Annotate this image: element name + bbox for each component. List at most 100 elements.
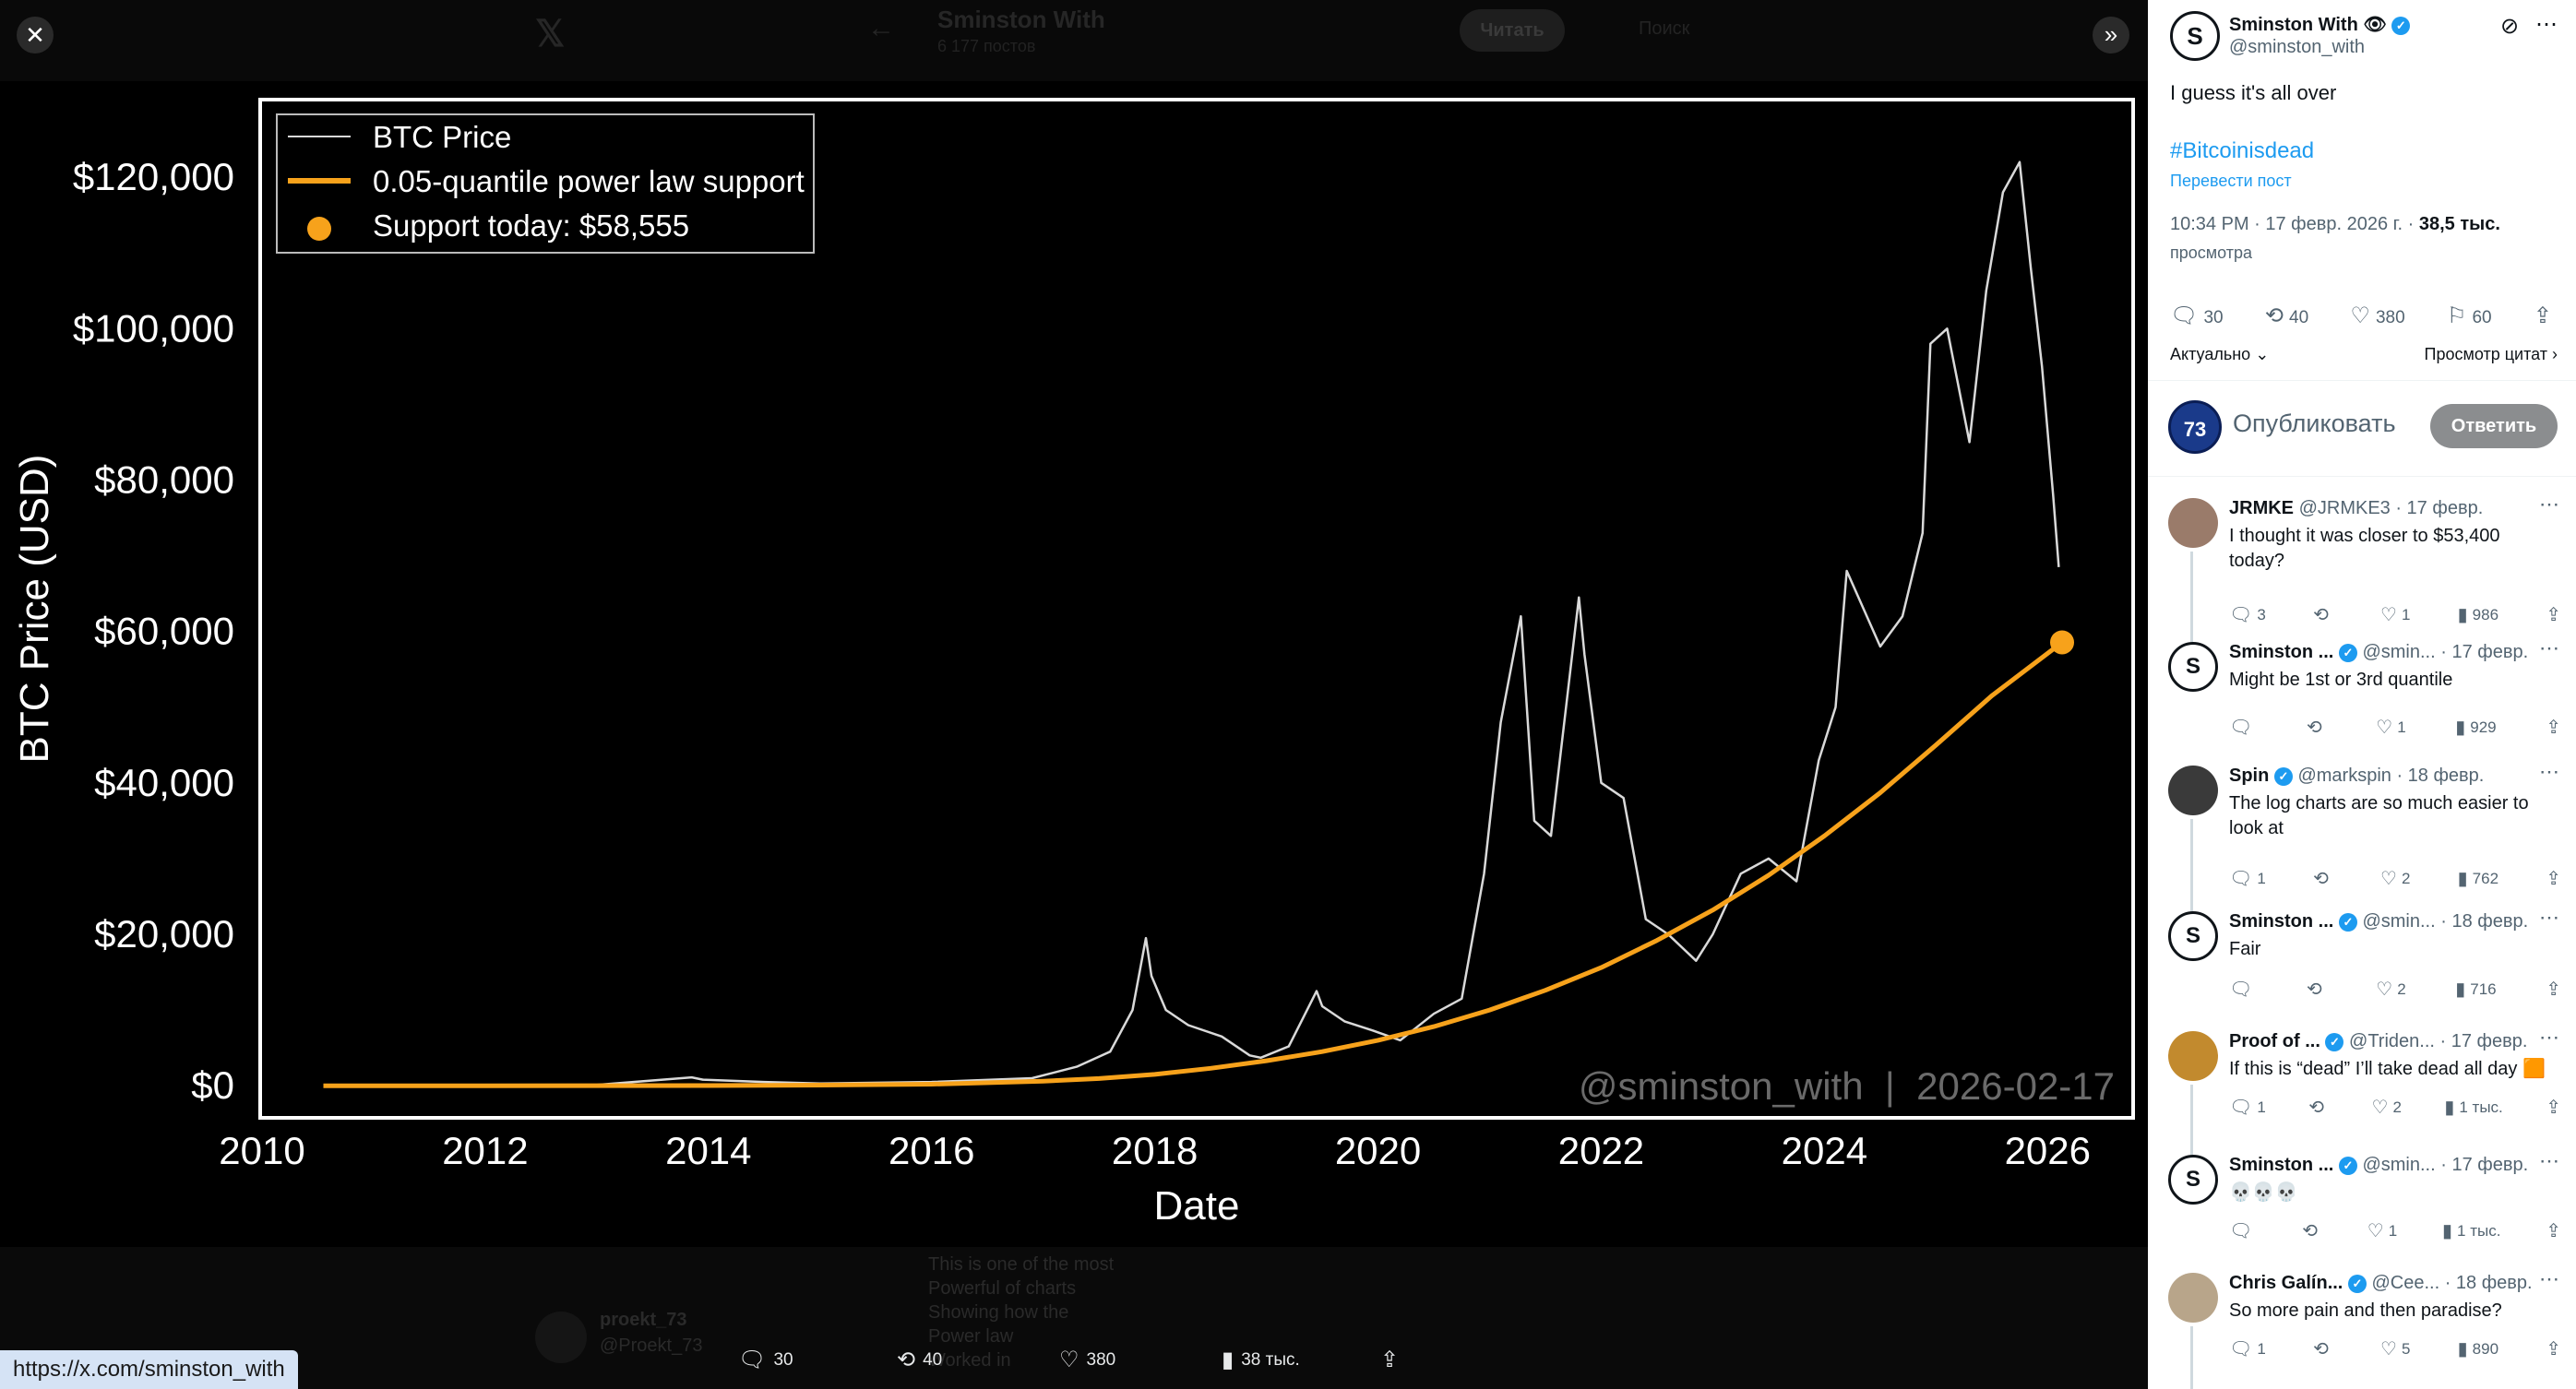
reply-header: JRMKE @JRMKE3 · 17 февр. [2229, 498, 2483, 519]
grok-icon[interactable]: ⊘ [2500, 14, 2520, 39]
post-repost-button[interactable]: ⟲ 40 [2265, 303, 2308, 329]
reply-reply-button[interactable]: 🗨 [2229, 716, 2257, 739]
more-options-icon[interactable]: ⋯ [2539, 906, 2559, 929]
reply-author-avatar[interactable] [2168, 642, 2218, 692]
reply-action-bar: 🗨 3 ⟲ ♡ 1 ▮ 986 ⇪ [2229, 603, 2561, 626]
author-avatar[interactable] [2170, 11, 2220, 61]
reply-repost-button[interactable]: ⟲ [2307, 978, 2327, 1001]
viewer-like-action[interactable]: ♡ 380 [1059, 1347, 1115, 1373]
viewer-reply-action[interactable]: 🗨 30 [738, 1347, 793, 1373]
reply-author-name[interactable]: Chris Galín... [2229, 1273, 2343, 1293]
reply-like-button[interactable]: ♡ 2 [2376, 978, 2405, 1001]
view-quotes-link[interactable]: Просмотр цитат › [2425, 345, 2558, 364]
reply-share-button[interactable]: ⇪ [2546, 1096, 2561, 1119]
reply-reply-button[interactable]: 🗨 [2229, 978, 2257, 1001]
post-author-name[interactable]: Sminston With 👁 ✓ [2229, 13, 2411, 36]
more-options-icon[interactable]: ⋯ [2539, 493, 2559, 516]
reply-author-name[interactable]: Sminston ... [2229, 642, 2334, 662]
reply-share-button[interactable]: ⇪ [2546, 603, 2561, 626]
reply-author-name[interactable]: Spin [2229, 766, 2270, 786]
reply-author-name[interactable]: Proof of ... [2229, 1031, 2320, 1051]
background-profile-name: Sminston With [937, 6, 1105, 33]
reply-views-button[interactable]: ▮ 1 тыс. [2444, 1096, 2502, 1119]
post-like-button[interactable]: ♡ 380 [2350, 303, 2404, 329]
collapse-panel-button[interactable]: » [2093, 17, 2129, 53]
reply-reply-button[interactable]: 🗨 1 [2229, 1337, 2266, 1360]
more-options-icon[interactable]: ⋯ [2535, 12, 2558, 37]
reply-repost-button[interactable]: ⟲ [2313, 867, 2333, 890]
reply-repost-button[interactable]: ⟲ [2308, 1096, 2329, 1119]
reply-author-avatar[interactable] [2168, 1273, 2218, 1323]
reply-share-button[interactable]: ⇪ [2546, 1219, 2561, 1242]
thread-panel: Sminston With 👁 ✓ @sminston_with ⊘ ⋯ I g… [2148, 0, 2576, 1389]
reply-views-button[interactable]: ▮ 890 [2458, 1337, 2498, 1360]
more-options-icon[interactable]: ⋯ [2539, 1149, 2559, 1172]
reply-repost-button[interactable]: ⟲ [2313, 603, 2333, 626]
more-options-icon[interactable]: ⋯ [2539, 760, 2559, 783]
heart-icon: ♡ [2376, 718, 2393, 738]
reply-handle-date: @smin... · 17 февр. [2362, 1155, 2529, 1175]
viewer-repost-action[interactable]: ⟲ 40 [897, 1347, 942, 1373]
reply-like-button[interactable]: ♡ 2 [2372, 1096, 2402, 1119]
sort-dropdown[interactable]: Актуально ⌄ [2170, 345, 2269, 364]
reply-author-avatar[interactable] [2168, 498, 2218, 548]
reply-input[interactable]: Опубликовать [2233, 410, 2396, 437]
post-hashtag-link[interactable]: #Bitcoinisdead [2170, 138, 2315, 163]
more-options-icon[interactable]: ⋯ [2539, 1026, 2559, 1049]
post-bookmark-button[interactable]: ⚐ 60 [2447, 303, 2492, 329]
more-options-icon[interactable]: ⋯ [2539, 1267, 2559, 1290]
share-icon: ⇪ [2546, 1339, 2561, 1359]
heart-icon: ♡ [2350, 303, 2370, 328]
reply-views-button[interactable]: ▮ 986 [2458, 603, 2498, 626]
reply-views-button[interactable]: ▮ 929 [2455, 716, 2496, 739]
reply-share-button[interactable]: ⇪ [2546, 1337, 2561, 1360]
reply-like-button[interactable]: ♡ 1 [2376, 716, 2405, 739]
reply-share-button[interactable]: ⇪ [2546, 716, 2561, 739]
reply-author-avatar[interactable] [2168, 1155, 2218, 1205]
more-options-icon[interactable]: ⋯ [2539, 636, 2559, 659]
verified-badge-icon: ✓ [2338, 643, 2357, 662]
reply-reply-button[interactable]: 🗨 1 [2229, 1096, 2266, 1119]
reply-reply-button[interactable]: 🗨 1 [2229, 867, 2266, 890]
reply-views-button[interactable]: ▮ 716 [2455, 978, 2496, 1001]
reply-author-name[interactable]: Sminston ... [2229, 911, 2334, 932]
y-tick-label: $20,000 [94, 912, 234, 956]
reply-author-avatar[interactable] [2168, 1031, 2218, 1081]
plot-area [323, 160, 2075, 1088]
reply-author-avatar[interactable] [2168, 766, 2218, 815]
reply-views-button[interactable]: ▮ 762 [2458, 867, 2498, 890]
post-reply-button[interactable]: 🗨 30 [2170, 303, 2224, 329]
reply-like-button[interactable]: ♡ 1 [2367, 1219, 2397, 1242]
reply-submit-button[interactable]: Ответить [2430, 404, 2558, 448]
post-share-button[interactable]: ⇪ [2534, 303, 2558, 329]
reply-view-count: 1 тыс. [2459, 1098, 2503, 1116]
reply-author-avatar[interactable] [2168, 911, 2218, 961]
reply-author-name[interactable]: Sminston ... [2229, 1155, 2334, 1175]
reply-like-button[interactable]: ♡ 2 [2380, 867, 2410, 890]
viewer-bottom-bar: proekt_73 @Proekt_73 This is one of the … [0, 1247, 2148, 1389]
chevron-right-icon: › [2552, 345, 2558, 363]
reply-like-button[interactable]: ♡ 5 [2380, 1337, 2410, 1360]
share-icon: ⇪ [2546, 869, 2561, 889]
viewer-share-action[interactable]: ⇪ [1380, 1347, 1399, 1373]
reply-reply-button[interactable]: 🗨 [2229, 1219, 2257, 1242]
post-bookmark-count: 60 [2472, 308, 2492, 327]
post-author-handle[interactable]: @sminston_with [2229, 37, 2366, 57]
reply-repost-button[interactable]: ⟲ [2302, 1219, 2322, 1242]
viewer-views-action[interactable]: ▮ 38 тыс. [1222, 1347, 1300, 1373]
reply-share-button[interactable]: ⇪ [2546, 978, 2561, 1001]
reply-repost-button[interactable]: ⟲ [2307, 716, 2327, 739]
reply-views-button[interactable]: ▮ 1 тыс. [2442, 1219, 2500, 1242]
reply-view-count: 1 тыс. [2457, 1221, 2501, 1240]
reply-reply-button[interactable]: 🗨 3 [2229, 603, 2266, 626]
close-viewer-button[interactable]: ✕ [17, 17, 54, 53]
reply-author-name[interactable]: JRMKE [2229, 498, 2295, 518]
reply-text: The log charts are so much easier to loo… [2229, 793, 2529, 838]
reply-like-button[interactable]: ♡ 1 [2380, 603, 2410, 626]
reply-share-button[interactable]: ⇪ [2546, 867, 2561, 890]
reply-action-bar: 🗨 1 ⟲ ♡ 2 ▮ 762 ⇪ [2229, 867, 2561, 890]
reply-action-bar: 🗨 1 ⟲ ♡ 5 ▮ 890 ⇪ [2229, 1337, 2561, 1360]
translate-post-link[interactable]: Перевести пост [2170, 172, 2292, 190]
reply-repost-button[interactable]: ⟲ [2313, 1337, 2333, 1360]
reply-view-count: 890 [2472, 1339, 2499, 1358]
